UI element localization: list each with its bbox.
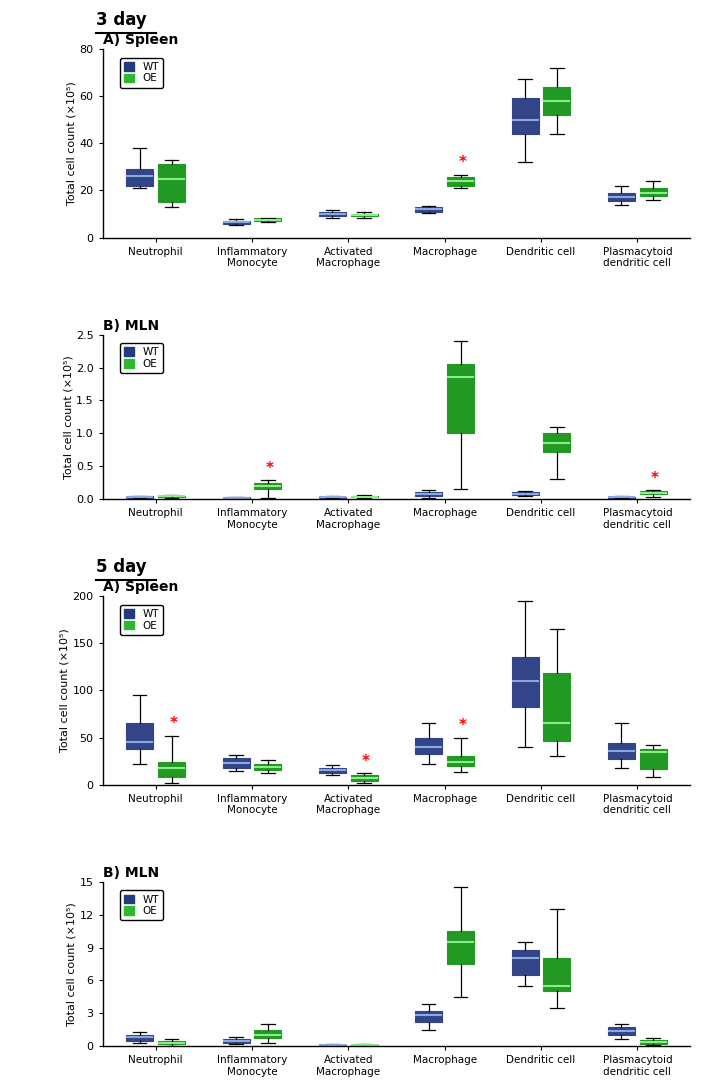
PathPatch shape — [544, 87, 571, 115]
Text: B) MLN: B) MLN — [103, 319, 159, 333]
Y-axis label: Total cell count (×10⁵): Total cell count (×10⁵) — [67, 902, 76, 1025]
PathPatch shape — [158, 165, 185, 203]
PathPatch shape — [350, 495, 377, 498]
PathPatch shape — [126, 1035, 153, 1041]
PathPatch shape — [447, 757, 474, 766]
PathPatch shape — [608, 193, 635, 201]
Legend: WT, OE: WT, OE — [120, 890, 164, 920]
Y-axis label: Total cell count (×10⁵): Total cell count (×10⁵) — [67, 81, 76, 205]
PathPatch shape — [608, 1028, 635, 1035]
Y-axis label: Total cell count (×10⁵): Total cell count (×10⁵) — [63, 354, 73, 479]
PathPatch shape — [350, 775, 377, 780]
PathPatch shape — [544, 434, 571, 452]
Text: *: * — [459, 155, 467, 170]
Text: 5 day: 5 day — [96, 558, 147, 577]
Text: *: * — [169, 715, 178, 731]
Text: 3 day: 3 day — [96, 11, 147, 29]
PathPatch shape — [254, 764, 281, 770]
PathPatch shape — [512, 99, 539, 133]
Y-axis label: Total cell count (×10⁵): Total cell count (×10⁵) — [59, 629, 69, 752]
PathPatch shape — [254, 483, 281, 489]
PathPatch shape — [512, 950, 539, 975]
PathPatch shape — [158, 762, 185, 777]
Text: A) Spleen: A) Spleen — [103, 580, 178, 594]
PathPatch shape — [222, 759, 250, 767]
PathPatch shape — [222, 1040, 250, 1043]
Text: *: * — [651, 470, 659, 486]
Legend: WT, OE: WT, OE — [120, 344, 164, 373]
Text: *: * — [459, 718, 467, 733]
Text: *: * — [362, 753, 370, 769]
PathPatch shape — [319, 496, 346, 498]
Text: B) MLN: B) MLN — [103, 866, 159, 880]
PathPatch shape — [512, 492, 539, 495]
Legend: WT, OE: WT, OE — [120, 57, 164, 88]
PathPatch shape — [416, 737, 442, 753]
PathPatch shape — [254, 1030, 281, 1038]
Text: A) Spleen: A) Spleen — [103, 33, 178, 47]
PathPatch shape — [158, 495, 185, 496]
PathPatch shape — [544, 958, 571, 992]
PathPatch shape — [416, 1011, 442, 1022]
PathPatch shape — [640, 1040, 667, 1044]
PathPatch shape — [544, 673, 571, 741]
Legend: WT, OE: WT, OE — [120, 605, 164, 635]
PathPatch shape — [350, 214, 377, 217]
PathPatch shape — [126, 496, 153, 498]
PathPatch shape — [126, 723, 153, 749]
PathPatch shape — [608, 744, 635, 759]
PathPatch shape — [512, 657, 539, 708]
PathPatch shape — [640, 188, 667, 196]
PathPatch shape — [640, 749, 667, 769]
PathPatch shape — [222, 221, 250, 224]
PathPatch shape — [447, 931, 474, 964]
Text: *: * — [266, 462, 274, 476]
PathPatch shape — [319, 767, 346, 774]
PathPatch shape — [416, 492, 442, 496]
PathPatch shape — [158, 1041, 185, 1044]
PathPatch shape — [319, 211, 346, 216]
PathPatch shape — [608, 496, 635, 498]
PathPatch shape — [126, 169, 153, 185]
PathPatch shape — [447, 364, 474, 434]
PathPatch shape — [640, 491, 667, 494]
PathPatch shape — [416, 207, 442, 211]
PathPatch shape — [447, 178, 474, 185]
PathPatch shape — [254, 218, 281, 221]
